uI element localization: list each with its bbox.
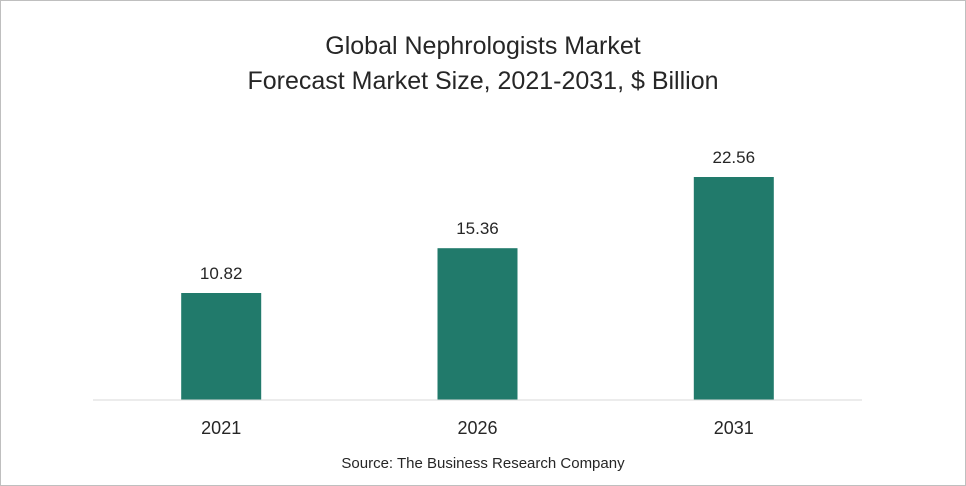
x-tick-label-2021: 2021 <box>201 418 241 438</box>
data-labels-layer: 10.82 15.36 22.56 <box>200 148 755 283</box>
data-label-2031: 22.56 <box>713 148 756 167</box>
x-tick-labels-layer: 2021 2026 2031 <box>201 418 754 438</box>
bar-2026 <box>437 248 518 400</box>
data-label-2021: 10.82 <box>200 264 243 283</box>
source-note: Source: The Business Research Company <box>341 455 625 472</box>
x-tick-label-2026: 2026 <box>457 418 497 438</box>
bars-layer <box>181 177 774 400</box>
chart-title-block: Global Nephrologists Market Forecast Mar… <box>1 29 965 99</box>
chart-subtitle: Forecast Market Size, 2021-2031, $ Billi… <box>247 67 719 95</box>
chart-title: Global Nephrologists Market <box>325 32 641 60</box>
data-label-2026: 15.36 <box>456 219 499 238</box>
bar-2021 <box>181 293 262 400</box>
bar-2031 <box>693 177 774 400</box>
x-tick-label-2031: 2031 <box>714 418 754 438</box>
